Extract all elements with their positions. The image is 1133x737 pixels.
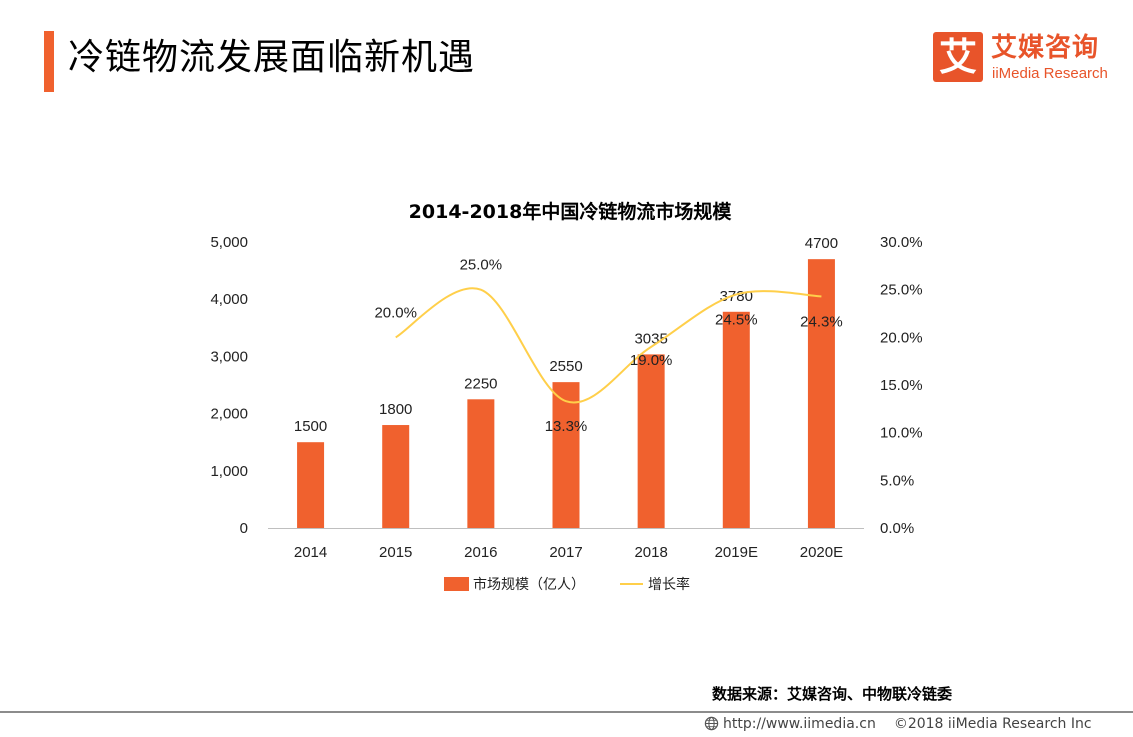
x-tick-label: 2017 xyxy=(549,544,582,561)
bar-value-label: 1800 xyxy=(379,401,412,418)
y-right-tick-label: 0.0% xyxy=(880,520,914,537)
logo-name-en: iiMedia Research xyxy=(992,65,1108,82)
y-right-tick-label: 20.0% xyxy=(880,329,923,346)
bar-2017 xyxy=(552,382,580,528)
y-left-tick-label: 3,000 xyxy=(210,348,248,365)
bar-value-label: 4700 xyxy=(805,235,838,252)
footer-divider xyxy=(0,711,1133,713)
footer-copyright: ©2018 iiMedia Research Inc xyxy=(893,716,1092,732)
brand-logo[interactable]: 艾 艾媒咨询 iiMedia Research xyxy=(933,32,1123,88)
data-source-note: 数据来源：艾媒咨询、中物联冷链委 xyxy=(712,685,953,703)
globe-icon xyxy=(704,716,719,731)
bar-2020E xyxy=(807,259,835,528)
y-right-tick-label: 30.0% xyxy=(880,234,923,251)
bar-value-label: 2550 xyxy=(549,358,582,375)
bar-value-label: 1500 xyxy=(294,418,327,435)
x-tick-label: 2018 xyxy=(634,544,667,561)
y-left-tick-label: 4,000 xyxy=(210,291,248,308)
legend-bar-label: 市场规模（亿人） xyxy=(473,576,585,593)
bar-value-label: 3780 xyxy=(720,288,753,305)
footer: http://www.iimedia.cn ©2018 iiMedia Resea… xyxy=(704,714,1092,734)
growth-rate-line xyxy=(395,287,822,404)
logo-name-cn: 艾媒咨询 xyxy=(991,33,1100,63)
y-right-tick-label: 15.0% xyxy=(880,377,923,394)
legend-bar-swatch xyxy=(444,577,469,591)
x-tick-label: 2020E xyxy=(800,544,843,561)
legend-line-label: 增长率 xyxy=(648,576,690,593)
growth-rate-label: 25.0% xyxy=(460,257,503,274)
y-left-tick-label: 1,000 xyxy=(210,463,248,480)
y-right-tick-label: 5.0% xyxy=(880,472,914,489)
x-tick-label: 2016 xyxy=(464,544,497,561)
bar-2014 xyxy=(297,442,325,528)
bar-2016 xyxy=(467,399,495,528)
growth-rate-label: 24.3% xyxy=(800,313,843,330)
x-tick-label: 2015 xyxy=(379,544,412,561)
footer-url-link[interactable]: http://www.iimedia.cn xyxy=(723,716,876,732)
growth-rate-label: 24.5% xyxy=(715,311,758,328)
chart-title: 2014-2018年中国冷链物流市场规模 xyxy=(409,200,733,223)
logo-mark-icon: 艾 xyxy=(933,32,983,82)
x-tick-label: 2014 xyxy=(294,544,327,561)
growth-rate-label: 13.3% xyxy=(545,418,588,435)
title-accent-bar xyxy=(44,31,54,92)
y-left-tick-label: 0 xyxy=(240,520,248,537)
page-title: 冷链物流发展面临新机遇 xyxy=(68,37,476,78)
bar-value-label: 3035 xyxy=(634,330,667,347)
y-left-tick-label: 2,000 xyxy=(210,406,248,423)
y-right-tick-label: 10.0% xyxy=(880,425,923,442)
bar-2019E xyxy=(722,311,750,528)
growth-rate-label: 19.0% xyxy=(630,352,673,369)
growth-rate-label: 20.0% xyxy=(374,304,417,321)
x-tick-label: 2019E xyxy=(715,544,758,561)
bar-value-label: 2250 xyxy=(464,375,497,392)
bar-2018 xyxy=(637,354,665,528)
bar-2015 xyxy=(382,425,410,528)
y-left-tick-label: 5,000 xyxy=(210,234,248,251)
y-right-tick-label: 25.0% xyxy=(880,282,923,299)
